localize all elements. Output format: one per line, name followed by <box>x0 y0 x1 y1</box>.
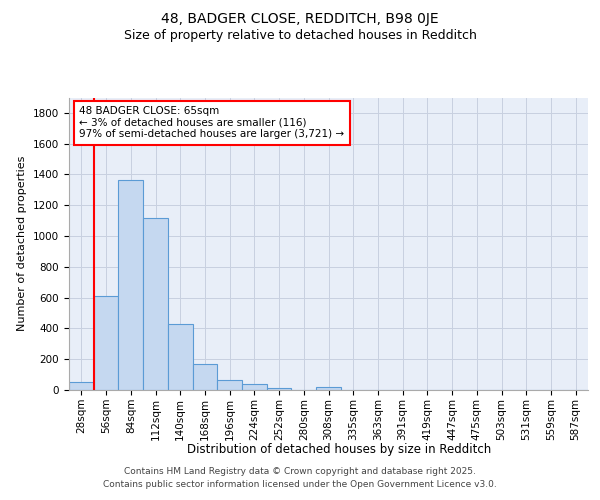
Bar <box>242 384 267 390</box>
Bar <box>94 296 118 390</box>
Text: 48 BADGER CLOSE: 65sqm
← 3% of detached houses are smaller (116)
97% of semi-det: 48 BADGER CLOSE: 65sqm ← 3% of detached … <box>79 106 344 140</box>
Bar <box>69 382 94 390</box>
Bar <box>267 388 292 390</box>
Bar <box>217 380 242 390</box>
Text: Size of property relative to detached houses in Redditch: Size of property relative to detached ho… <box>124 29 476 42</box>
Bar <box>168 324 193 390</box>
Bar <box>316 387 341 390</box>
Bar <box>193 364 217 390</box>
Y-axis label: Number of detached properties: Number of detached properties <box>17 156 28 332</box>
Bar <box>118 180 143 390</box>
Bar <box>143 218 168 390</box>
Text: Distribution of detached houses by size in Redditch: Distribution of detached houses by size … <box>187 442 491 456</box>
Text: Contains HM Land Registry data © Crown copyright and database right 2025.: Contains HM Land Registry data © Crown c… <box>124 467 476 476</box>
Text: 48, BADGER CLOSE, REDDITCH, B98 0JE: 48, BADGER CLOSE, REDDITCH, B98 0JE <box>161 12 439 26</box>
Text: Contains public sector information licensed under the Open Government Licence v3: Contains public sector information licen… <box>103 480 497 489</box>
